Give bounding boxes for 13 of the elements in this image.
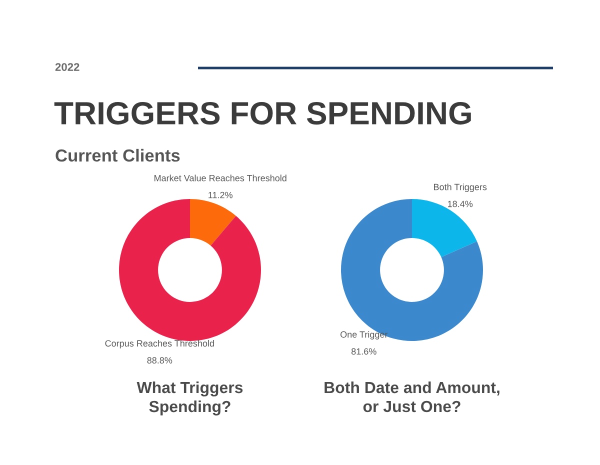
text: 2022	[55, 63, 80, 71]
data-label: 11.2%	[208, 192, 232, 198]
data-label: 81.6%	[351, 348, 376, 355]
data-label: 88.8%	[147, 357, 172, 364]
slice-label: Market Value Reaches Threshold	[154, 174, 286, 182]
text: Current Clients	[56, 148, 180, 162]
text: Both Date and Amount, or Just One?	[324, 381, 500, 412]
text: What Triggers Spending?	[136, 381, 243, 416]
text: TRIGGERS FOR SPENDING	[54, 102, 471, 125]
data-label: 18.4%	[448, 200, 473, 208]
slice-label: Corpus Reaches Threshold	[105, 340, 214, 348]
slice-label: One Trigger	[340, 331, 388, 340]
slice-label: Both Triggers	[434, 184, 487, 192]
